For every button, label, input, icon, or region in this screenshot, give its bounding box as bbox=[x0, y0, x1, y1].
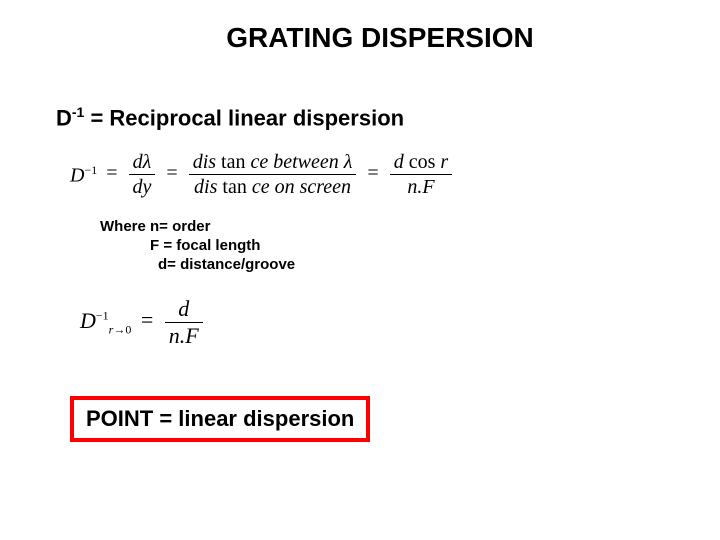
slide-title: GRATING DISPERSION bbox=[40, 22, 720, 54]
eq1-equals-1: = bbox=[102, 162, 121, 184]
eq1-f3-den: n.F bbox=[390, 175, 452, 198]
definition-line: D-1 = Reciprocal linear dispersion bbox=[56, 104, 720, 131]
point-text: POINT = linear dispersion bbox=[86, 406, 354, 431]
eq1-f2-den-b: tan bbox=[222, 176, 246, 198]
eq2-lhs: D−1r→0 bbox=[80, 308, 131, 337]
eq1-lhs-base: D bbox=[70, 164, 84, 186]
eq1-equals-3: = bbox=[363, 162, 382, 184]
eq1-f2-num-b: tan bbox=[221, 151, 245, 173]
eq1-f1-den: dy bbox=[129, 175, 156, 198]
eq1-f3-num-c: r bbox=[435, 151, 448, 173]
where-line-2: F = focal length bbox=[150, 237, 720, 256]
equation-2: D−1r→0 = d n.F bbox=[80, 297, 720, 348]
point-box: POINT = linear dispersion bbox=[70, 396, 370, 442]
eq1-f2-den: dis tan ce on screen bbox=[189, 175, 357, 198]
eq1-f3-num-a: d bbox=[394, 151, 409, 173]
eq2-num: d bbox=[165, 297, 203, 323]
equation-1: D−1 = dλ dy = dis tan ce between λ dis t… bbox=[70, 151, 720, 198]
definition-text: = Reciprocal linear dispersion bbox=[84, 105, 404, 130]
eq1-f2-num: dis tan ce between λ bbox=[189, 151, 357, 175]
definition-symbol-base: D bbox=[56, 105, 72, 130]
where-line-3: d= distance/groove bbox=[158, 256, 720, 275]
eq2-lhs-sub-b: 0 bbox=[125, 322, 131, 336]
eq1-equals-2: = bbox=[162, 162, 181, 184]
definition-symbol-exp: -1 bbox=[72, 104, 84, 120]
eq1-frac-3: d cos r n.F bbox=[390, 151, 452, 198]
eq2-den: n.F bbox=[165, 323, 203, 348]
eq1-f3-num-b: cos bbox=[409, 151, 436, 173]
eq2-lhs-exp: −1 bbox=[96, 308, 109, 322]
eq1-f1-num: dλ bbox=[129, 151, 156, 175]
where-line-1: Where n= order bbox=[100, 218, 720, 237]
eq2-lhs-sub: r→0 bbox=[109, 322, 132, 336]
where-block: Where n= order F = focal length d= dista… bbox=[100, 218, 720, 274]
eq1-f2-num-a: dis bbox=[193, 151, 216, 173]
eq2-frac: d n.F bbox=[165, 297, 203, 348]
eq1-f2-den-a: dis bbox=[194, 176, 217, 198]
slide: GRATING DISPERSION D-1 = Reciprocal line… bbox=[0, 0, 720, 540]
eq1-frac-2: dis tan ce between λ dis tan ce on scree… bbox=[189, 151, 357, 198]
eq1-lhs: D−1 bbox=[70, 163, 97, 188]
eq2-equals: = bbox=[137, 307, 157, 332]
eq1-f2-num-c: ce between λ bbox=[250, 151, 352, 173]
eq1-frac-1: dλ dy bbox=[129, 151, 156, 198]
eq2-lhs-sub-arrow: → bbox=[113, 322, 125, 336]
eq1-f2-den-c: ce on screen bbox=[252, 176, 351, 198]
eq1-lhs-exp: −1 bbox=[84, 163, 97, 177]
eq2-lhs-base: D bbox=[80, 308, 96, 333]
eq1-f3-num: d cos r bbox=[390, 151, 452, 175]
